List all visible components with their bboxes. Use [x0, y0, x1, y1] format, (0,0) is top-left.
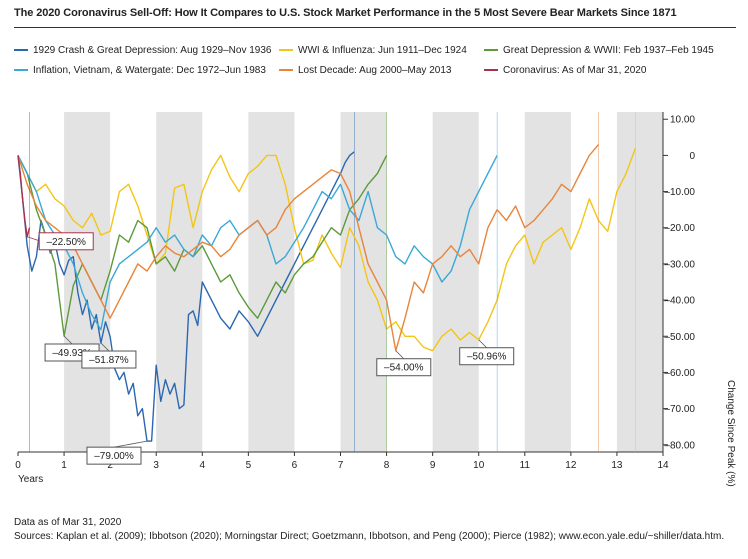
annotation-box: [86, 446, 142, 465]
legend-swatch: [279, 49, 293, 52]
chart-title: The 2020 Coronavirus Sell-Off: How It Co…: [14, 7, 677, 19]
x-tick-label: 9: [430, 460, 436, 471]
series-line: [17, 147, 637, 352]
y-tick-label: –50.00: [664, 332, 695, 343]
annotation-box: [376, 358, 432, 377]
legend-swatch: [14, 49, 28, 52]
legend-item: Coronavirus: As of Mar 31, 2020: [484, 65, 646, 76]
legend-item: 1929 Crash & Great Depression: Aug 1929–…: [14, 45, 272, 56]
y-tick-label: –30.00: [664, 259, 695, 270]
annotation-label: –79.00%: [94, 451, 134, 462]
annotation-leader: [395, 350, 405, 360]
x-tick-label: 14: [657, 460, 669, 471]
legend-label: WWI & Influenza: Jun 1911–Dec 1924: [298, 45, 467, 56]
x-tick-label: 2: [107, 460, 113, 471]
x-tick-label: 13: [611, 460, 623, 471]
y-tick-label: –10.00: [664, 187, 695, 198]
shaded-band: [156, 112, 203, 452]
x-tick-label: 4: [200, 460, 206, 471]
y-tick-label: –60.00: [664, 368, 695, 379]
x-tick-label: 8: [384, 460, 390, 471]
x-tick-label: 11: [520, 460, 531, 471]
annotation-label: –22.50%: [46, 237, 86, 248]
annotation-box: [38, 232, 94, 251]
legend-swatch: [279, 69, 293, 72]
annotation-label: –50.96%: [467, 352, 507, 363]
x-axis-title: Years: [18, 474, 43, 485]
x-tick-label: 10: [473, 460, 485, 471]
annotation-leader: [113, 440, 148, 448]
shaded-band: [340, 112, 387, 452]
legend-label: 1929 Crash & Great Depression: Aug 1929–…: [33, 45, 272, 56]
x-tick-label: 3: [153, 460, 159, 471]
legend-label: Coronavirus: As of Mar 31, 2020: [503, 65, 647, 76]
annotation-label: –49.93%: [52, 348, 92, 359]
series-line: [17, 144, 600, 352]
annotation-box: [81, 350, 137, 369]
y-tick-label: –80.00: [664, 440, 695, 451]
legend-label: Inflation, Vietnam, & Watergate: Dec 197…: [33, 65, 266, 76]
chart-footer: Data as of Mar 31, 2020 Sources: Kaplan …: [14, 516, 724, 544]
shaded-band: [524, 112, 571, 452]
annotation-box: [459, 347, 515, 366]
legend-swatch: [484, 49, 498, 52]
y-tick-label: –20.00: [664, 223, 695, 234]
legend-label: Great Depression & WWII: Feb 1937–Feb 19…: [503, 45, 714, 56]
x-tick-label: 1: [61, 460, 67, 471]
x-tick-label: 12: [565, 460, 577, 471]
data-as-of-note: Data as of Mar 31, 2020: [14, 517, 122, 528]
y-tick-label: 10.00: [670, 115, 695, 126]
series-line: [17, 155, 31, 238]
legend-item: Inflation, Vietnam, & Watergate: Dec 197…: [14, 65, 266, 76]
x-tick-label: 6: [292, 460, 298, 471]
shaded-band: [64, 112, 111, 452]
annotation-leader: [478, 339, 487, 349]
legend-swatch: [14, 69, 28, 72]
legend-item: Great Depression & WWII: Feb 1937–Feb 19…: [484, 45, 714, 56]
y-tick-label: 0: [689, 151, 695, 162]
annotation-label: –54.00%: [384, 363, 424, 374]
series-line: [17, 151, 355, 442]
x-tick-label: 5: [246, 460, 252, 471]
title-divider: [14, 27, 736, 28]
x-tick-label: 7: [338, 460, 344, 471]
annotation-label: –51.87%: [89, 355, 129, 366]
y-axis-title: Change Since Peak (%): [725, 380, 736, 487]
annotation-leader: [100, 342, 110, 352]
y-tick-label: –70.00: [664, 404, 695, 415]
shaded-band: [616, 112, 663, 452]
legend-item: Lost Decade: Aug 2000–May 2013: [279, 65, 451, 76]
chart-svg: 0 1 2 3 4 5 6 7 8 9 10 11 12 13 14Years10.000–10.00–20…: [15, 112, 736, 487]
sources-note: Sources: Kaplan et al. (2009); Ibbotson …: [14, 531, 725, 542]
legend-item: WWI & Influenza: Jun 1911–Dec 1924: [279, 45, 467, 56]
legend-label: Lost Decade: Aug 2000–May 2013: [298, 65, 452, 76]
legend-swatch: [484, 69, 498, 72]
shaded-band: [432, 112, 479, 452]
x-tick-label: 0: [15, 460, 21, 471]
shaded-band: [248, 112, 295, 452]
series-line: [17, 155, 388, 337]
y-tick-label: –40.00: [664, 296, 695, 307]
annotation-leader: [63, 335, 73, 345]
